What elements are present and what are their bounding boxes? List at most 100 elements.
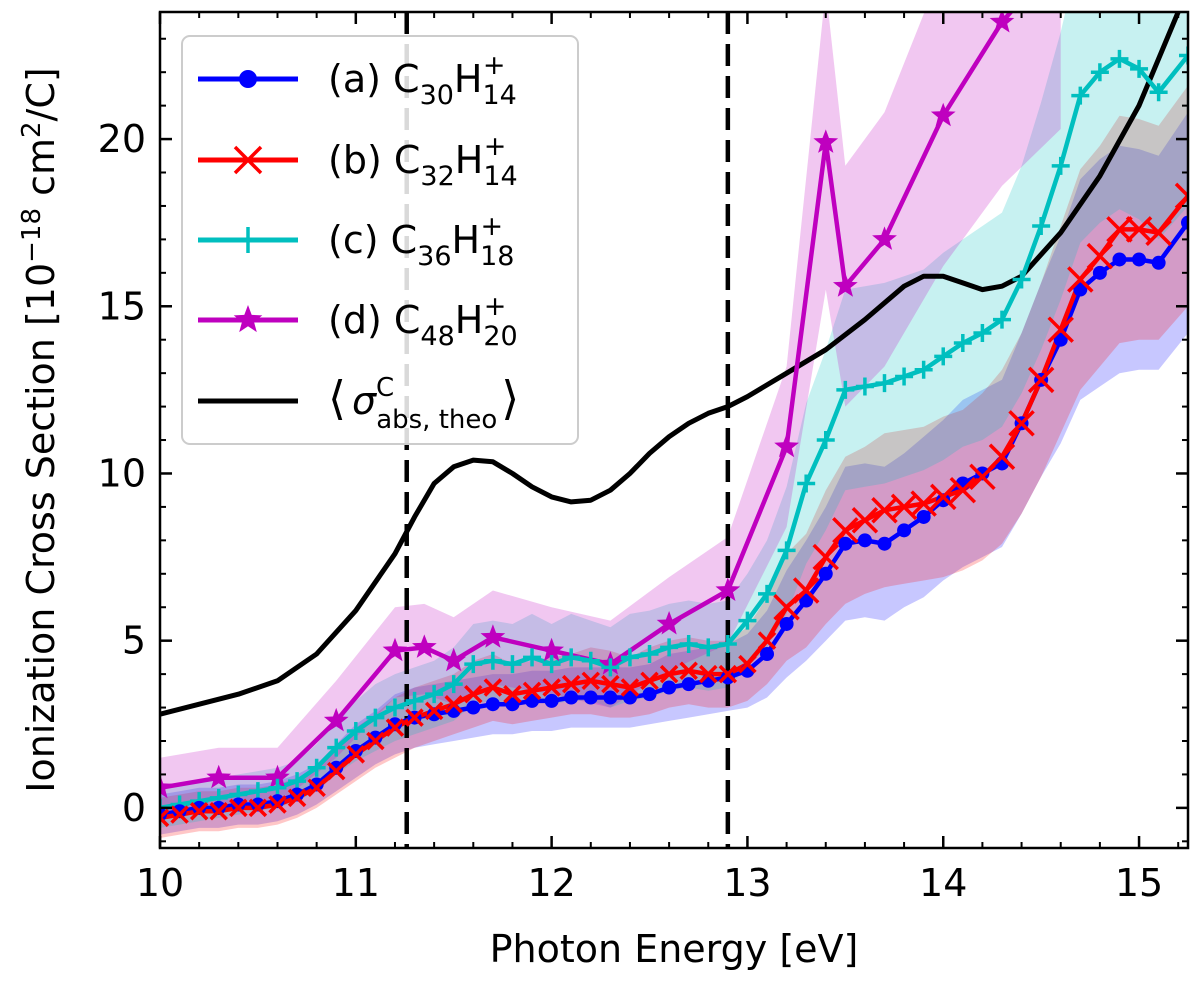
marker-series-2-26 [660, 638, 679, 657]
marker-series-1-43 [988, 443, 1016, 470]
marker-series-2-39 [914, 360, 933, 379]
marker-series-2-6 [268, 778, 287, 797]
marker-series-1-28 [699, 664, 718, 684]
marker-series-1-13 [405, 708, 424, 727]
marker-series-0-5 [250, 797, 265, 812]
marker-series-2-50 [1130, 59, 1149, 78]
x-tick-label: 10 [136, 861, 184, 905]
marker-series-1-31 [757, 631, 777, 650]
marker-series-2-18 [503, 655, 522, 674]
marker-series-2-25 [640, 645, 659, 664]
marker-series-0-17 [485, 697, 500, 712]
y-tick-label: 15 [98, 284, 146, 328]
marker-series-1-25 [640, 671, 659, 691]
x-tick-label: 15 [1115, 861, 1163, 905]
marker-series-2-9 [327, 738, 346, 757]
marker-series-0-4 [231, 797, 246, 812]
legend-label-3: (d) C48H20+ [328, 291, 518, 352]
marker-series-0-32 [779, 616, 794, 631]
marker-series-1-0 [160, 808, 170, 828]
x-tick-label: 13 [723, 861, 771, 905]
marker-series-1-46 [1047, 316, 1074, 343]
marker-series-3-2 [265, 764, 290, 789]
marker-series-1-34 [812, 543, 839, 571]
marker-series-0-8 [309, 777, 324, 792]
marker-series-3-14 [833, 273, 858, 297]
marker-series-0-31 [760, 647, 775, 662]
series-markers [160, 12, 1188, 828]
marker-series-2-13 [405, 691, 424, 710]
marker-series-1-49 [1106, 216, 1133, 243]
marker-series-0-14 [427, 707, 442, 722]
marker-series-1-6 [268, 795, 287, 814]
legend-marker-2 [235, 227, 261, 253]
marker-series-1-51 [1145, 219, 1172, 246]
marker-series-1-47 [1067, 266, 1094, 293]
marker-series-2-37 [875, 374, 894, 393]
marker-series-3-5 [412, 634, 437, 658]
marker-series-0-35 [838, 536, 853, 551]
legend-marker-3 [233, 305, 263, 333]
axis-ticks [158, 12, 1188, 848]
marker-series-0-51 [1151, 255, 1166, 270]
marker-series-3-10 [656, 611, 682, 635]
marker-series-0-49 [1112, 252, 1127, 267]
marker-series-2-32 [777, 541, 796, 560]
marker-series-3-8 [539, 637, 564, 662]
legend-box [181, 35, 579, 445]
marker-series-2-30 [738, 611, 757, 630]
marker-series-1-30 [738, 654, 757, 674]
marker-series-1-11 [366, 731, 385, 751]
marker-series-3-17 [989, 12, 1015, 33]
tick-labels: 10 11 12 13 14 15 0 5 10 15 20 [98, 117, 1164, 905]
plot-frame [158, 10, 1190, 850]
marker-series-1-44 [1008, 410, 1035, 437]
marker-series-0-16 [466, 700, 481, 715]
band-series-2 [160, 12, 1188, 828]
marker-series-2-52 [1179, 46, 1188, 65]
marker-series-1-2 [189, 801, 209, 821]
marker-series-0-12 [387, 717, 402, 732]
marker-series-0-9 [329, 760, 344, 775]
marker-series-0-50 [1132, 252, 1147, 267]
marker-series-0-11 [368, 730, 383, 745]
marker-series-1-3 [209, 801, 228, 821]
marker-series-2-16 [464, 655, 483, 674]
marker-series-3-4 [382, 637, 408, 662]
marker-series-1-12 [385, 718, 405, 737]
marker-series-0-36 [857, 533, 872, 548]
marker-series-0-26 [662, 680, 677, 695]
marker-series-1-8 [307, 778, 326, 798]
marker-series-0-33 [799, 593, 814, 608]
marker-series-1-33 [792, 577, 820, 604]
marker-series-1-24 [620, 678, 640, 697]
x-axis-label: Photon Energy [eV] [490, 927, 859, 971]
marker-series-3-13 [813, 129, 839, 153]
marker-series-1-9 [326, 761, 346, 781]
marker-series-3-12 [774, 433, 799, 458]
marker-series-2-49 [1110, 49, 1129, 68]
marker-series-2-44 [1012, 270, 1031, 289]
marker-series-2-12 [385, 698, 404, 717]
marker-series-1-19 [522, 681, 542, 701]
marker-series-0-3 [211, 800, 226, 815]
marker-series-1-21 [561, 674, 581, 694]
marker-series-2-15 [444, 675, 463, 694]
marker-series-1-27 [679, 661, 698, 681]
marker-series-0-46 [1053, 332, 1068, 347]
marker-series-1-4 [229, 798, 248, 818]
marker-series-1-14 [424, 701, 444, 721]
marker-series-3-1 [206, 764, 232, 789]
marker-series-0-2 [192, 800, 207, 815]
marker-series-0-40 [936, 493, 951, 508]
y-tick-label: 10 [98, 451, 146, 495]
marker-series-3-6 [441, 647, 467, 672]
marker-series-2-8 [307, 758, 326, 777]
marker-series-1-22 [581, 671, 601, 691]
marker-series-1-52 [1174, 182, 1188, 210]
marker-series-2-33 [797, 474, 816, 493]
marker-series-2-19 [523, 648, 542, 667]
marker-series-2-46 [1051, 156, 1070, 175]
marker-series-0-38 [897, 523, 912, 538]
